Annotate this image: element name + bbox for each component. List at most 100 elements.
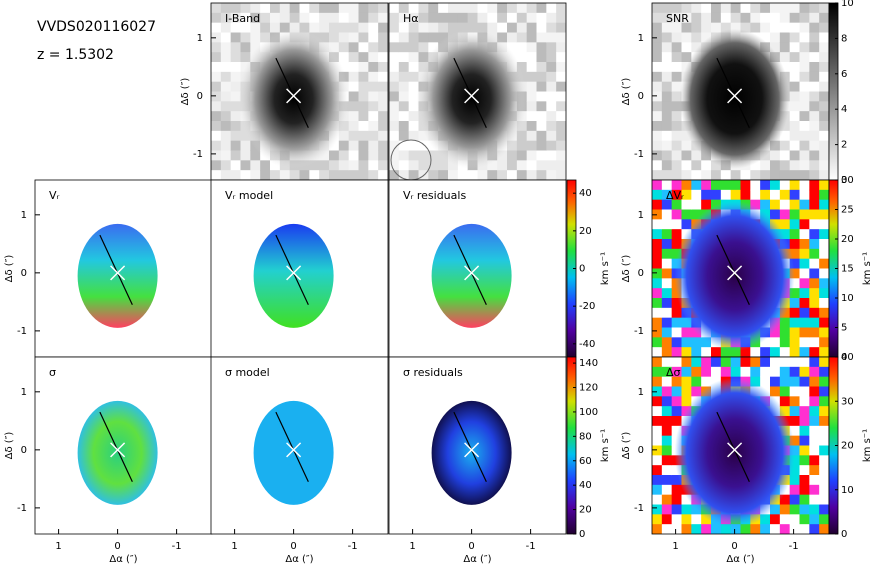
pixel [536,111,547,122]
pixel [220,81,232,92]
pixel [809,465,820,476]
pixel [556,130,566,142]
pixel [240,140,251,151]
pixel [661,160,673,171]
pixel [809,484,820,496]
image-panel: Vᵣ model [210,179,389,358]
pixel [789,219,800,230]
pixel [720,524,732,534]
pixel [507,170,518,180]
pixel [779,52,791,63]
pixel [338,170,350,180]
pixel [652,189,663,201]
pixel [799,494,810,505]
pixel [779,189,791,201]
pixel [211,42,222,53]
colorbar: 0 5 10 15 20 25 30 km s⁻¹ [828,175,872,363]
pixel [691,347,702,357]
pixel [652,258,663,269]
x-tick-label: 0 [731,541,737,552]
pixel [779,32,791,43]
source-blob [679,28,790,169]
pixel [809,376,820,387]
pixel [819,199,829,210]
source-blob [238,28,349,169]
x-tick-label: 0 [114,541,120,552]
panel-label: SNR [666,12,689,25]
major-axis [99,234,133,306]
colorbar-tick-label: 40 [841,352,854,363]
pixel [819,376,829,387]
pixel [408,140,419,151]
pixel [526,3,537,14]
pixel [389,81,400,92]
pixel [230,91,241,102]
pixel [368,3,379,14]
pixel [536,140,547,151]
pixel [671,101,682,112]
x-axis-label: Δα (″) [463,554,491,565]
pixel [408,111,419,122]
pixel [799,288,810,299]
pixel [556,81,566,92]
pixel [418,32,429,43]
pixel [789,494,800,505]
pixel [348,140,359,151]
pixel [789,268,800,279]
pixel [809,12,820,24]
pixel [750,180,761,191]
pixel [661,248,673,260]
pixel [211,150,222,161]
major-axis [275,411,309,483]
pixel [740,524,751,534]
pixel [428,150,439,161]
pixel [378,121,388,132]
pixel [516,42,528,53]
pixel [681,150,692,161]
pixel [408,160,419,171]
image-panel: σ 1 0 -1 1 0 -1 Δδ (″) Δα (″) [4,356,213,565]
pixel [819,12,829,24]
pixel [809,52,820,63]
pixel [779,366,791,378]
x-tick-label: -1 [526,541,536,552]
pixel [799,258,810,269]
pixel [661,101,673,112]
pixel [507,32,518,43]
pixel [652,22,663,33]
pixel [378,140,388,151]
pixel [750,160,761,171]
pixel [408,91,419,102]
colorbar: 0 2 4 6 8 10 [828,0,854,186]
pixel [348,71,359,83]
pixel [770,337,781,348]
pixel [652,386,663,397]
major-axis [275,234,309,306]
pixel [809,366,820,378]
panel-label: σ [49,366,56,379]
pixel [661,475,673,486]
pixel [507,160,518,171]
panel-label: Hα [403,12,419,25]
pixel [779,406,791,417]
pixel [652,71,663,83]
pixel [789,42,800,53]
pixel [211,81,222,92]
pixel [309,170,320,180]
pixel [398,52,410,63]
pixel [211,101,222,112]
pixel [770,32,781,43]
pixel [770,42,781,53]
colorbar: 0 20 40 60 80 100 120 140 km s⁻¹ [566,356,611,540]
pixel [329,170,340,180]
pixel [779,327,791,338]
pixel [671,219,682,230]
pixel [398,3,410,14]
colorbar-label: km s⁻¹ [600,252,611,285]
pixel [711,347,722,357]
colorbar-tick-label: 5 [841,323,847,334]
colorbar-tick-label: 0 [579,264,585,275]
pixel [398,22,410,33]
pixel-map [652,3,829,180]
pixel [536,170,547,180]
